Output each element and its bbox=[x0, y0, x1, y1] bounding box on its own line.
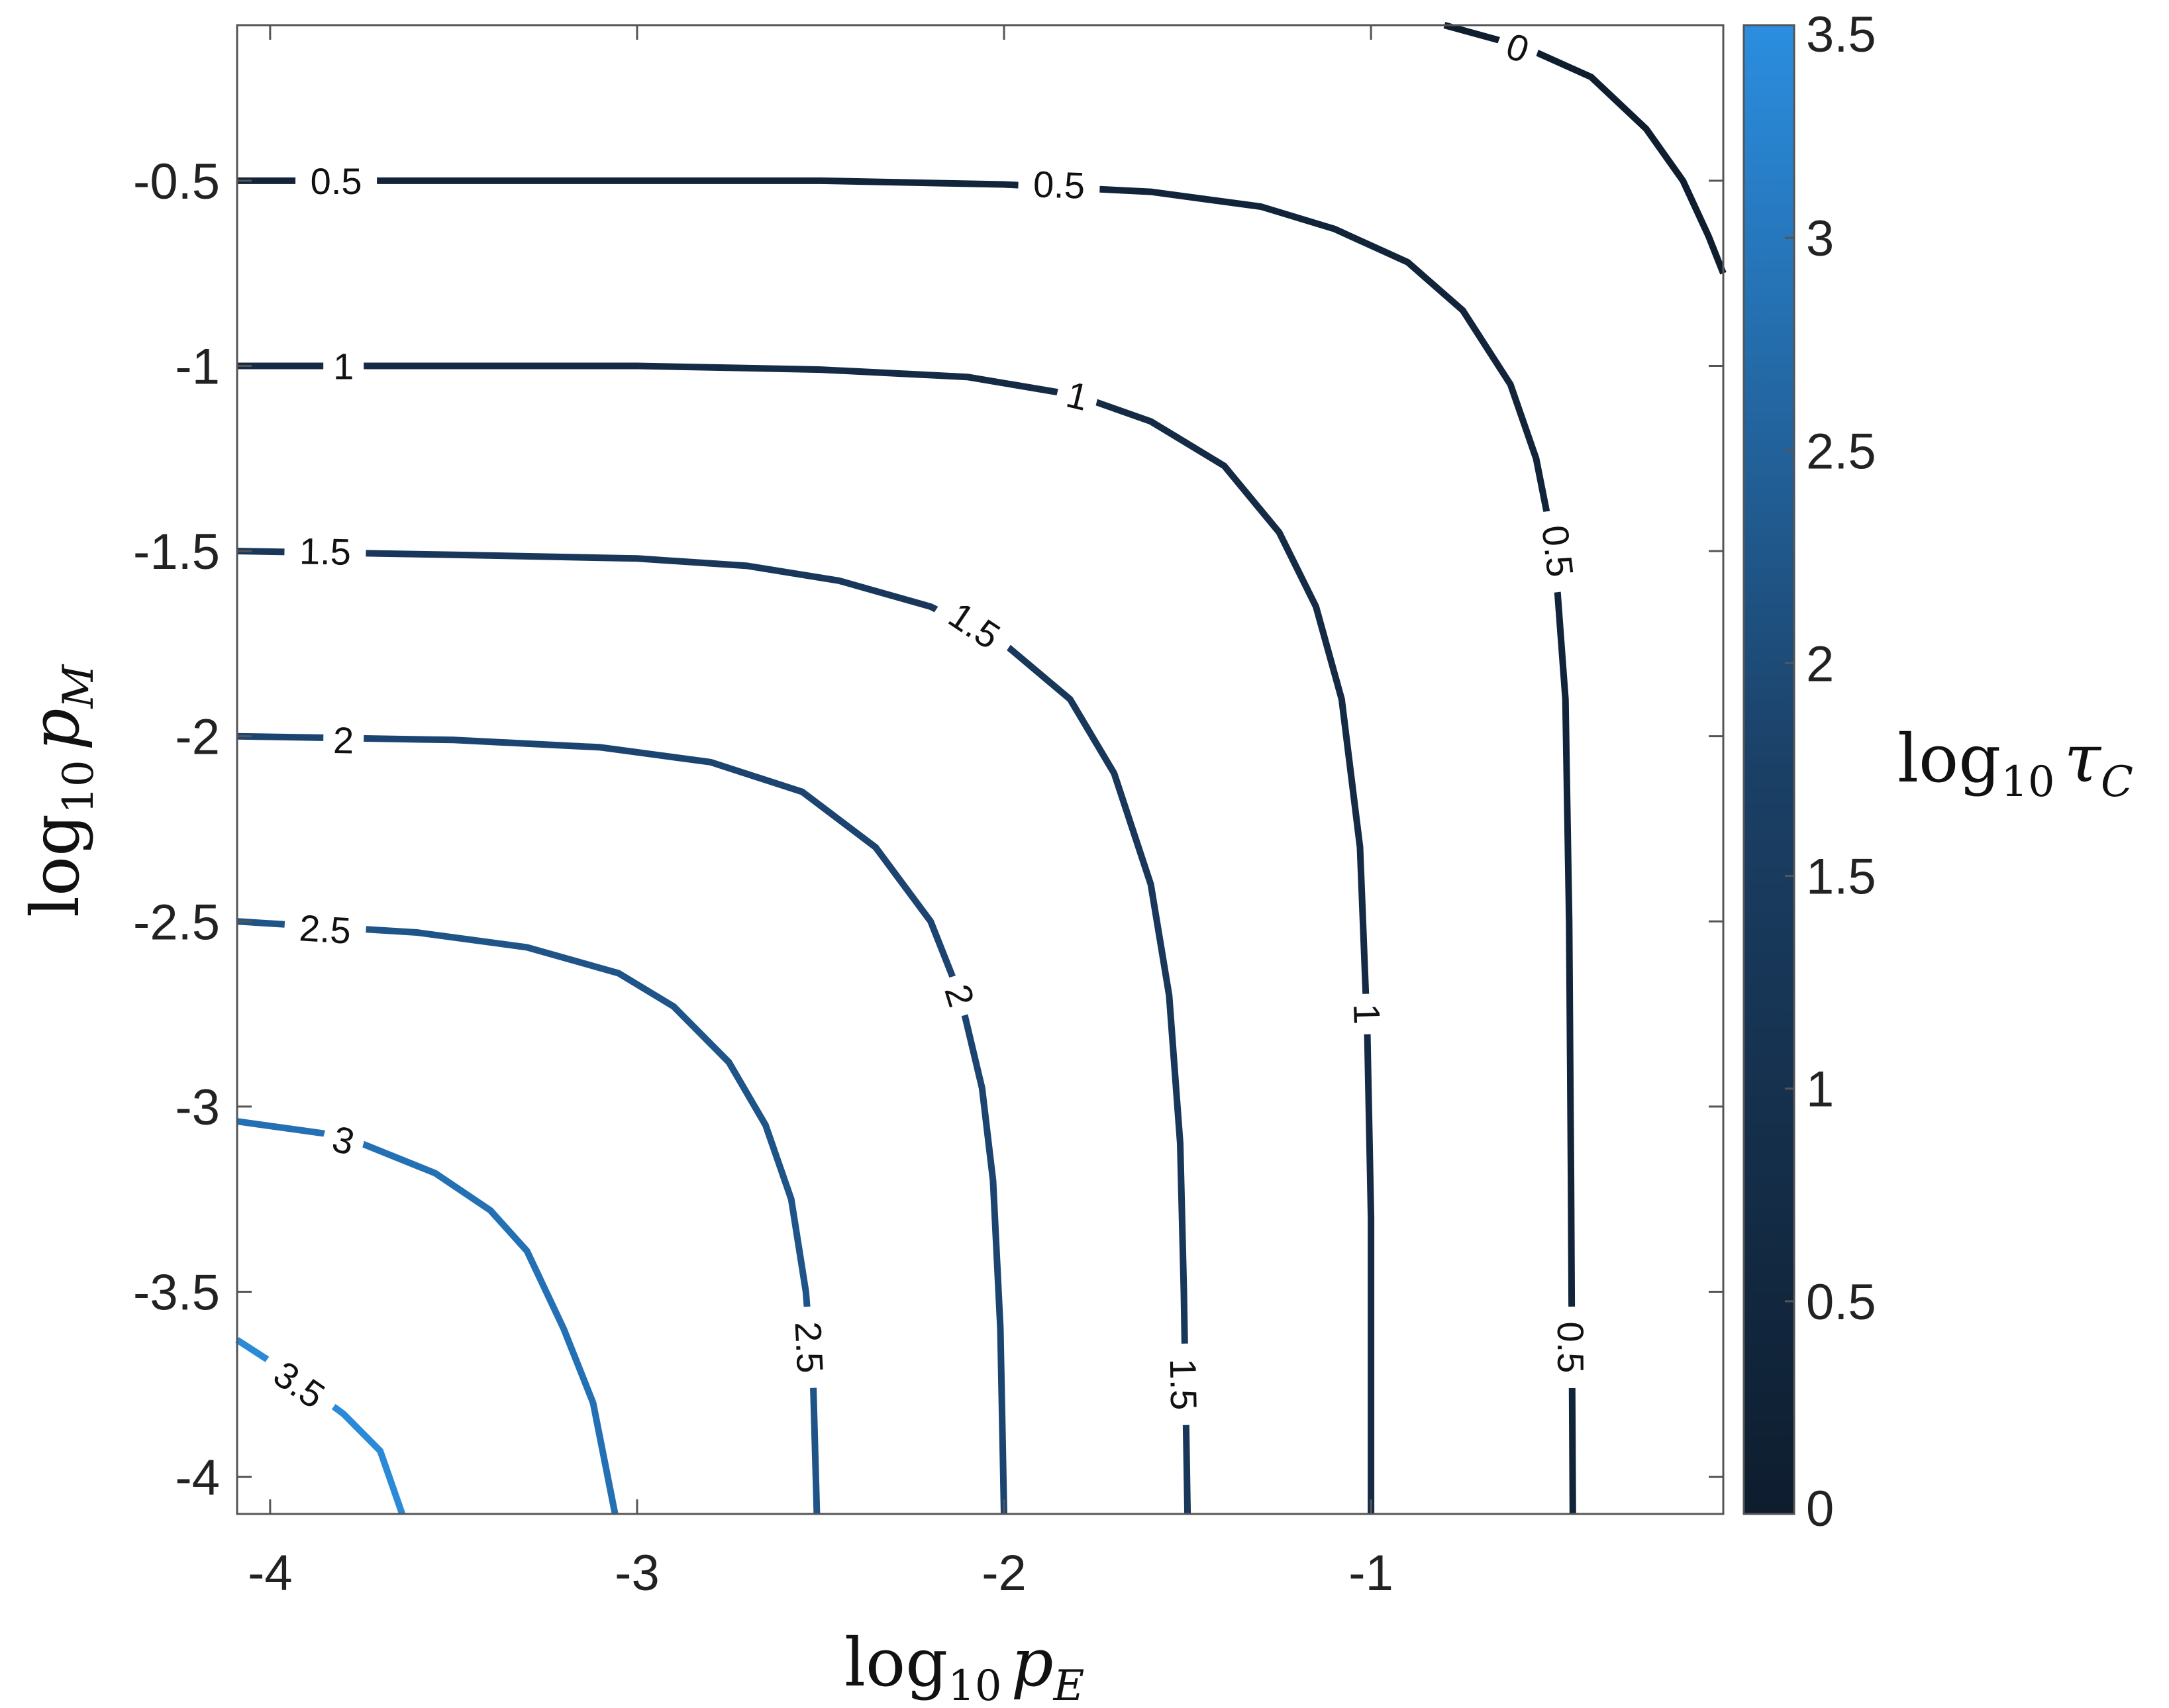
contour-label-knockout bbox=[1536, 508, 1581, 594]
colorbar-tick-label: 2 bbox=[1806, 636, 1834, 692]
contour-label-1-5-0: 1.5 bbox=[284, 530, 366, 573]
y-tick-label: -3 bbox=[175, 1080, 220, 1136]
colorbar-ticks: 0 0.5 1 1.5 2 2.5 3 3.5 bbox=[1785, 7, 1876, 1537]
contour-label-knockout bbox=[283, 909, 367, 949]
contour-line-0-5 bbox=[237, 177, 1576, 1515]
contour-label-text: 1 bbox=[333, 346, 354, 387]
contour-label-2-5-1: 2.5 bbox=[787, 1305, 832, 1389]
x-tick-label: -2 bbox=[982, 1545, 1027, 1601]
contour-label-text: 0.5 bbox=[1550, 1321, 1592, 1373]
contour-label-0-5-3: 0.5 bbox=[1550, 1306, 1592, 1389]
x-axis-label-var: p bbox=[1011, 1624, 1054, 1701]
x-axis-label: log10 pE bbox=[844, 1624, 1084, 1708]
y-tick-label: -2 bbox=[175, 709, 220, 766]
y-axis-label-var: p bbox=[17, 708, 94, 750]
x-axis-ticks: -4 -3 -2 -1 bbox=[248, 25, 1393, 1601]
contour-label-knockout bbox=[319, 1118, 368, 1162]
contour-label-knockout bbox=[1349, 993, 1386, 1035]
contour-label-0-5-0: 0.5 bbox=[295, 160, 378, 202]
contour-lines bbox=[235, 22, 1727, 1515]
colorbar-tick-label: 0.5 bbox=[1806, 1274, 1876, 1331]
contour-label-knockout bbox=[937, 971, 983, 1020]
y-tick-label: -1 bbox=[175, 338, 220, 395]
contour-label-3-0: 3 bbox=[319, 1117, 368, 1163]
plot-background bbox=[237, 25, 1723, 1514]
contour-line-2 bbox=[236, 732, 1007, 1515]
colorbar-label-var: τ bbox=[2064, 720, 2102, 797]
contour-label-text: 2 bbox=[333, 719, 354, 762]
colorbar-label: log10 τC bbox=[1897, 720, 2133, 807]
contour-label-knockout bbox=[790, 1305, 829, 1389]
colorbar-tick-label: 1.5 bbox=[1806, 849, 1876, 905]
colorbar-label-main: log bbox=[1897, 720, 2001, 797]
y-axis-label: log10 pM bbox=[17, 664, 103, 917]
x-tick-label: -3 bbox=[615, 1545, 660, 1601]
contour-label-1-0: 1 bbox=[323, 346, 364, 387]
contour-label-text: 1.5 bbox=[299, 530, 352, 572]
contour-label-knockout bbox=[323, 722, 364, 758]
colorbar-tick-label: 1 bbox=[1806, 1062, 1834, 1118]
y-tick-label: -4 bbox=[175, 1450, 220, 1506]
contour-label-knockout bbox=[256, 1346, 343, 1422]
x-axis-label-sub: 10 bbox=[948, 1662, 1001, 1708]
y-tick-label: -0.5 bbox=[133, 154, 220, 210]
colorbar bbox=[1742, 24, 1795, 1515]
contour-label-text: 0.5 bbox=[1534, 523, 1582, 579]
contour-label-0-0: 0 bbox=[1493, 24, 1543, 71]
y-axis-label-sub: 10 bbox=[54, 760, 103, 813]
colorbar-tick-label: 2.5 bbox=[1806, 423, 1876, 479]
y-axis-label-main: log bbox=[17, 814, 94, 917]
contour-label-1-2: 1 bbox=[1346, 993, 1388, 1035]
contour-label-2-5-0: 2.5 bbox=[283, 907, 367, 952]
contour-label-1-1: 1 bbox=[1054, 373, 1101, 419]
contour-line-1-5 bbox=[236, 548, 1191, 1515]
colorbar-tick-label: 0 bbox=[1806, 1481, 1834, 1537]
contour-label-text: 1 bbox=[1346, 1003, 1388, 1025]
y-tick-label: -1.5 bbox=[133, 524, 220, 580]
contour-label-0-5-2: 0.5 bbox=[1534, 508, 1582, 594]
contour-label-knockout bbox=[1493, 24, 1543, 71]
x-tick-label: -4 bbox=[248, 1545, 293, 1601]
contour-label-text: 1.5 bbox=[1162, 1358, 1205, 1411]
contour-label-knockout bbox=[295, 163, 378, 198]
y-axis-label-var-sub: M bbox=[54, 664, 103, 709]
x-tick-label: -1 bbox=[1348, 1545, 1393, 1601]
contour-label-knockout bbox=[284, 533, 366, 570]
contour-label-knockout bbox=[1166, 1343, 1202, 1426]
contour-label-text: 0.5 bbox=[1033, 163, 1085, 207]
x-axis-label-var-sub: E bbox=[1053, 1662, 1085, 1708]
colorbar-tick-label: 3.5 bbox=[1806, 7, 1876, 63]
contour-label-knockout bbox=[1054, 374, 1101, 417]
contour-label-0-5-1: 0.5 bbox=[1017, 163, 1101, 207]
contour-label-text: 0.5 bbox=[311, 160, 362, 202]
contour-label-knockout bbox=[1553, 1306, 1589, 1389]
colorbar-label-var-sub: C bbox=[2101, 758, 2133, 807]
contour-label-text: 2.5 bbox=[298, 907, 352, 952]
colorbar-tick-label: 3 bbox=[1806, 211, 1834, 267]
contour-label-knockout bbox=[931, 588, 1019, 662]
y-axis-ticks: -0.5 -1 -1.5 -2 -2.5 -3 -3.5 -4 bbox=[133, 154, 1723, 1506]
contour-label-knockout bbox=[323, 348, 364, 383]
plot-frame bbox=[236, 24, 1725, 1515]
colorbar-label-sub: 10 bbox=[2001, 758, 2054, 807]
contour-label-2-0: 2 bbox=[323, 719, 364, 762]
contour-label-text: 2.5 bbox=[787, 1321, 832, 1374]
y-tick-label: -3.5 bbox=[133, 1264, 220, 1321]
svg-text:log10pM: log10 pM bbox=[17, 664, 103, 917]
contour-label-1-5-2: 1.5 bbox=[1162, 1343, 1205, 1426]
contour-label-knockout bbox=[1017, 166, 1101, 203]
x-axis-label-main: log bbox=[844, 1624, 948, 1701]
contour-label-2-1: 2 bbox=[936, 971, 983, 1020]
y-tick-label: -2.5 bbox=[133, 894, 220, 950]
